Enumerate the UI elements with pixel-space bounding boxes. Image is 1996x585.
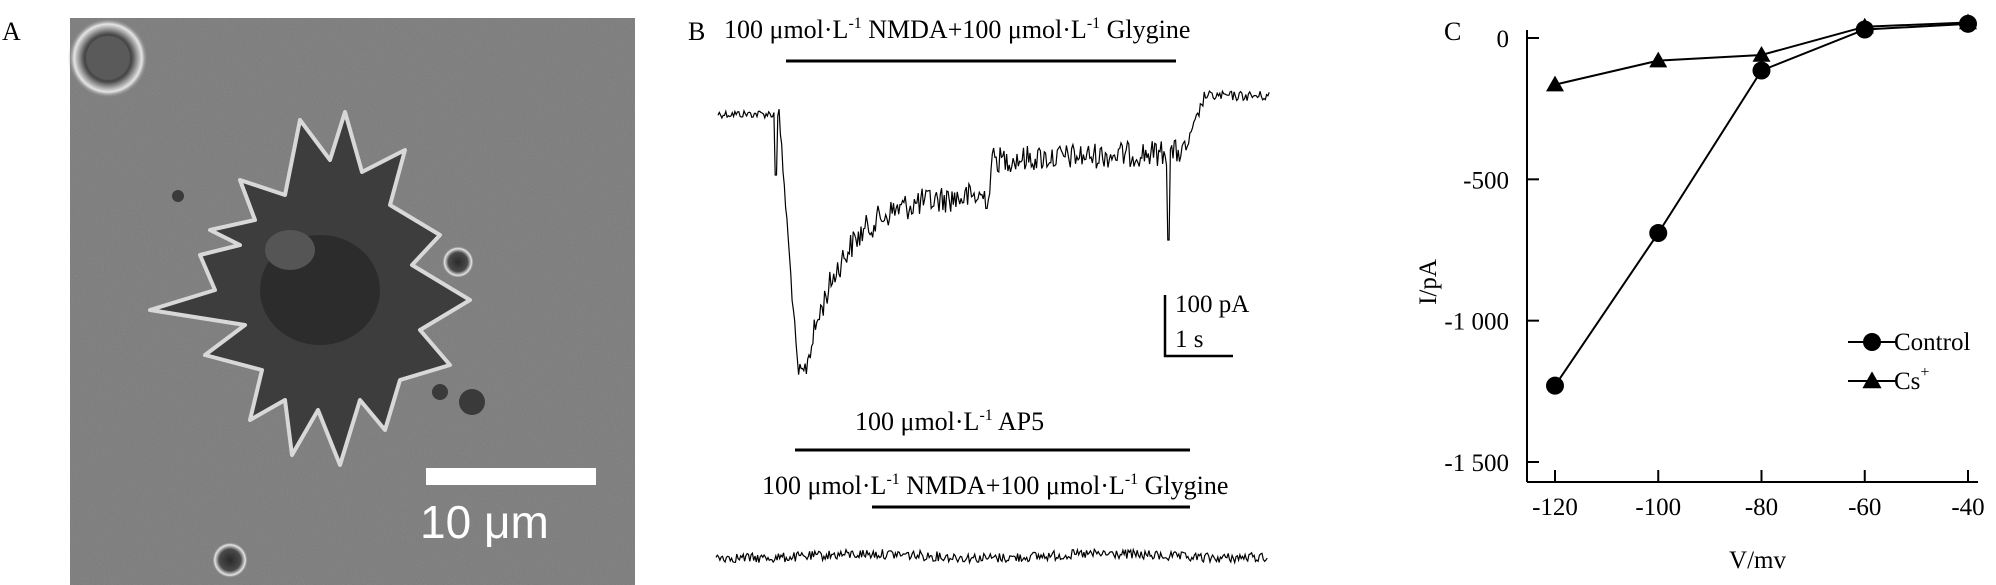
chart-series — [1546, 13, 1977, 395]
trace-scale-bar: 100 pA 1 s — [1163, 291, 1249, 358]
y-tick-label: -500 — [1463, 167, 1509, 194]
iv-chart: C 0 -500 -1 000 -1 500 -120 -100 -80 -60 -40 V/mv… — [1415, 13, 1985, 574]
chart-legend: Control Cs+ — [1848, 329, 1970, 395]
y-axis-label: I/pA — [1415, 259, 1442, 305]
panel-b-letter: B — [688, 17, 705, 46]
bottom-trace-group: 100 μmol·L-1 AP5 100 μmol·L-1 NMDA+100 μ… — [715, 407, 1268, 565]
data-point-triangle — [1959, 13, 1977, 30]
panel-a-letter: A — [2, 17, 21, 46]
x-tick-label: -40 — [1951, 494, 1984, 521]
nmda-current-trace — [717, 89, 1270, 375]
scale-current-label: 100 pA — [1175, 291, 1249, 318]
scale-time-label: 1 s — [1175, 326, 1203, 353]
data-point-triangle — [1546, 75, 1564, 92]
chart-axes: 0 -500 -1 000 -1 500 -120 -100 -80 -60 -40 V/mv I/… — [1415, 26, 1985, 574]
x-axis-label: V/mv — [1729, 547, 1786, 574]
data-point-circle — [1649, 224, 1668, 243]
cell-micrograph: 10 μm — [68, 18, 635, 585]
scale-bar — [426, 468, 596, 485]
scale-bar-label: 10 μm — [420, 496, 549, 548]
y-tick-label: -1 500 — [1444, 450, 1509, 477]
data-point-triangle — [1862, 371, 1882, 389]
y-tick-label: -1 000 — [1444, 309, 1509, 336]
top-stimulus-label: 100 μmol·L-1 NMDA+100 μmol·L-1 Glygine — [724, 15, 1190, 44]
panel-c-letter: C — [1444, 17, 1461, 46]
data-point-circle — [1863, 333, 1881, 351]
data-point-circle — [1752, 61, 1771, 80]
bottom-stimulus-label: 100 μmol·L-1 NMDA+100 μmol·L-1 Glygine — [762, 471, 1228, 500]
y-tick-label: 0 — [1497, 26, 1510, 53]
ap5-label: 100 μmol·L-1 AP5 — [855, 407, 1044, 436]
legend-label: Control — [1894, 329, 1970, 356]
legend-label: Cs+ — [1894, 364, 1929, 395]
x-tick-label: -120 — [1532, 494, 1578, 521]
data-point-triangle — [1855, 17, 1874, 34]
x-tick-label: -80 — [1745, 494, 1778, 521]
x-tick-label: -60 — [1848, 494, 1881, 521]
ap5-blocked-trace — [715, 547, 1268, 565]
data-point-circle — [1546, 376, 1564, 395]
data-point-triangle — [1649, 51, 1668, 68]
data-point-triangle — [1752, 45, 1771, 62]
x-tick-label: -100 — [1635, 494, 1681, 521]
top-trace-group: 100 μmol·L-1 NMDA+100 μmol·L-1 Glygine — [717, 15, 1270, 375]
